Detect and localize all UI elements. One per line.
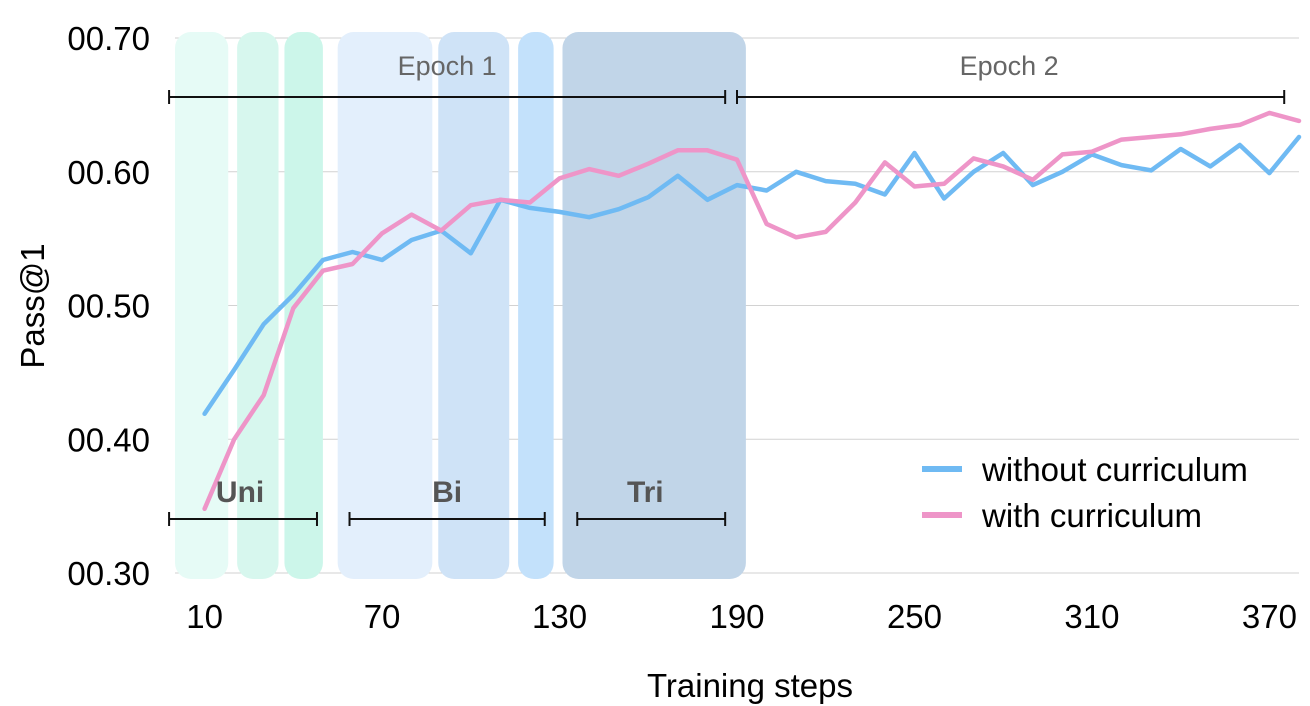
y-tick-label-1: 00.40 — [67, 421, 150, 458]
x-tick-label-5: 310 — [1064, 598, 1119, 635]
x-axis-title: Training steps — [647, 667, 853, 704]
epoch-bracket-2 — [736, 90, 1286, 104]
series-line-with-curriculum — [202, 110, 1302, 512]
shaded-region-3 — [337, 32, 433, 579]
shaded-region-6 — [562, 32, 746, 579]
shaded-region-5 — [518, 32, 554, 579]
phase-bracket-2 — [576, 512, 727, 526]
y-axis-title: Pass@1 — [14, 243, 51, 368]
legend-label-0: without curriculum — [981, 451, 1248, 488]
y-tick-label-2: 00.50 — [67, 288, 150, 325]
phase-bracket-0 — [168, 512, 318, 526]
x-tick-label-4: 250 — [887, 598, 942, 635]
series-lines — [202, 110, 1302, 512]
legend-label-1: with curriculum — [981, 497, 1202, 534]
phase-shaded-regions — [175, 32, 746, 579]
shaded-region-1 — [237, 32, 279, 579]
shaded-region-4 — [438, 32, 510, 579]
y-tick-label-0: 00.30 — [67, 555, 150, 592]
annotations: Uni Bi Tri Epoch 1 Epoch 2 — [168, 51, 1286, 526]
phase-label-uni: Uni — [216, 476, 264, 509]
epoch-label-2: Epoch 2 — [960, 51, 1059, 81]
shaded-region-2 — [284, 32, 323, 579]
x-tick-label-2: 130 — [532, 598, 587, 635]
legend: without curriculum with curriculum — [922, 451, 1248, 534]
x-tick-label-6: 370 — [1242, 598, 1297, 635]
phase-bracket-1 — [348, 512, 546, 526]
y-tick-label-4: 00.70 — [67, 20, 150, 57]
x-tick-label-1: 70 — [364, 598, 401, 635]
x-tick-label-3: 190 — [709, 598, 764, 635]
axis-ticks: 00.30 00.40 00.50 00.60 00.70 10 70 130 190 250 31… — [67, 20, 1297, 635]
y-tick-label-3: 00.60 — [67, 154, 150, 191]
phase-label-tri: Tri — [627, 476, 664, 509]
shaded-region-0 — [175, 32, 229, 579]
phase-label-bi: Bi — [432, 476, 462, 509]
epoch-label-1: Epoch 1 — [398, 51, 497, 81]
epoch-bracket-1 — [168, 90, 727, 104]
x-tick-label-0: 10 — [186, 598, 223, 635]
